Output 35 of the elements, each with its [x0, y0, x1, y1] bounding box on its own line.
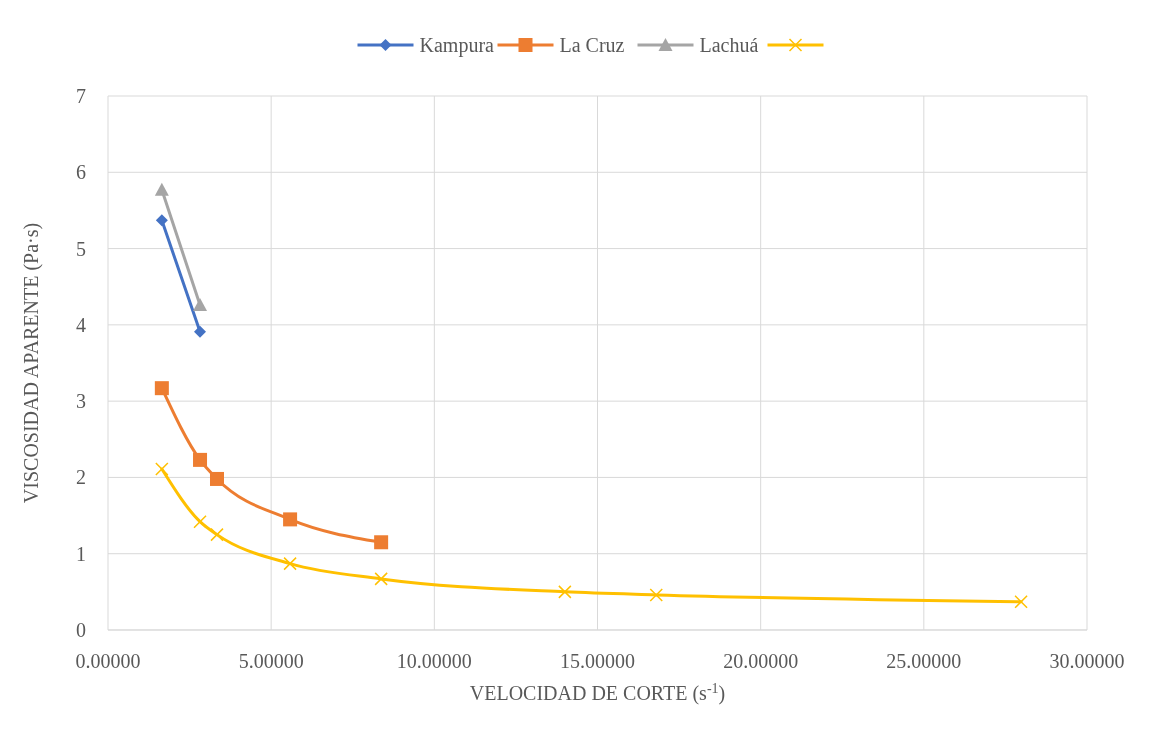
point — [558, 585, 572, 599]
x-tick-label: 30.00000 — [1049, 650, 1125, 672]
point — [155, 214, 168, 227]
x-tick-label: 10.00000 — [396, 650, 472, 672]
point — [194, 325, 207, 338]
point — [283, 556, 297, 571]
y-axis-title: VISCOSIDAD APARENTE (Pa·s) — [20, 222, 43, 504]
y-tick-label: 5 — [76, 237, 86, 260]
y-tick-label: 4 — [76, 313, 86, 336]
point — [1014, 595, 1028, 609]
point — [193, 514, 207, 529]
point — [154, 381, 169, 396]
point — [374, 572, 388, 586]
legend-label: Kampura — [419, 34, 495, 57]
point — [210, 471, 224, 486]
y-tick-label: 0 — [76, 619, 86, 641]
x-tick-label: 20.00000 — [723, 650, 799, 672]
x-tick-label: 15.00000 — [560, 650, 635, 672]
point — [193, 452, 208, 467]
point — [649, 588, 663, 602]
point — [210, 527, 224, 542]
x-axis-title: VELOCIDAD DE CORTE (s$^{-1}$) — [469, 680, 726, 705]
point — [283, 512, 298, 527]
x-tick-label: 25.00000 — [886, 650, 962, 672]
x-tick-label: 5.00000 — [238, 650, 304, 672]
legend-label: La Cruz — [559, 34, 625, 56]
y-tick-label: 2 — [76, 466, 86, 489]
x-tick-label: 0.00000 — [75, 650, 141, 672]
point — [155, 462, 169, 476]
y-tick-label: 7 — [76, 85, 86, 107]
y-tick-label: 3 — [76, 390, 86, 413]
y-tick-label: 6 — [76, 161, 86, 184]
y-tick-label: 1 — [76, 542, 86, 565]
legend-label: Lachuá — [699, 34, 759, 56]
point — [374, 535, 389, 550]
